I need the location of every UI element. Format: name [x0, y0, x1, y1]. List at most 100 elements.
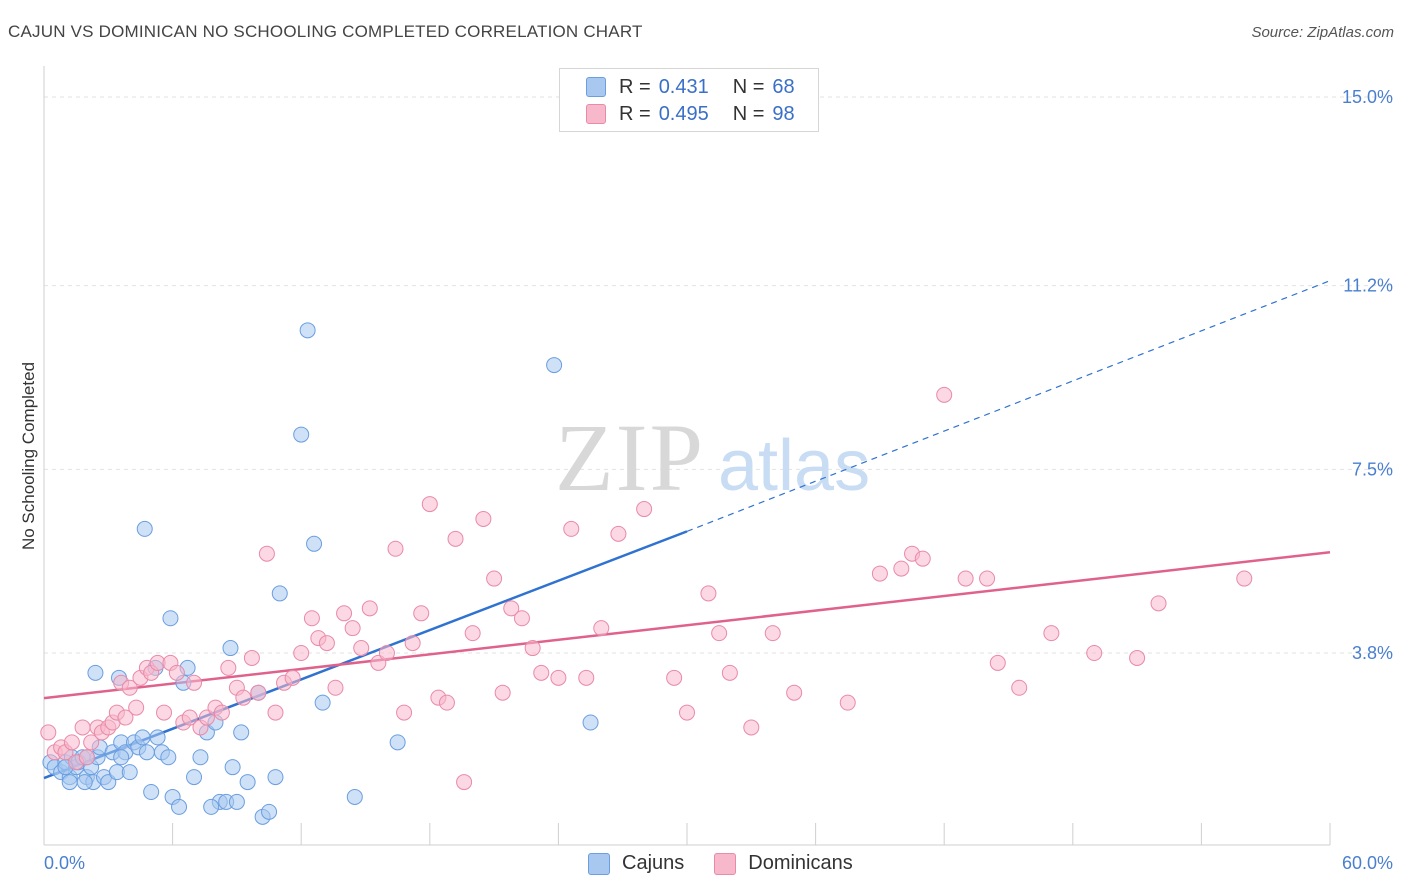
legend-r-value: 0.431	[658, 75, 709, 98]
legend-r-label: R =	[619, 75, 651, 98]
y-tick-label: 15.0%	[1342, 87, 1393, 107]
cajun-point	[113, 749, 130, 766]
trend-lines	[43, 280, 1331, 780]
dominican-point	[513, 610, 530, 627]
dominican-trend-line	[43, 550, 1331, 700]
dominican-point	[396, 704, 413, 721]
dominican-point	[63, 734, 80, 751]
dominican-point	[743, 719, 760, 736]
dominican-point	[258, 545, 275, 562]
dominican-point	[413, 605, 430, 622]
dominican-point	[721, 664, 738, 681]
dominican-point	[250, 684, 267, 701]
dominican-point	[456, 774, 473, 791]
cajun-point	[186, 769, 203, 786]
dominican-point	[486, 570, 503, 587]
dominican-point	[243, 649, 260, 666]
cajuns-label: Cajuns	[622, 852, 685, 874]
dominican-point	[786, 684, 803, 701]
cajun-point	[314, 694, 331, 711]
watermark-atlas: atlas	[718, 426, 870, 506]
dominican-point	[494, 684, 511, 701]
gridlines	[44, 96, 1395, 654]
cajun-point	[121, 764, 138, 781]
dominican-point	[404, 635, 421, 652]
cajun-point	[224, 759, 241, 776]
dominican-point	[318, 635, 335, 652]
dominican-point	[378, 645, 395, 661]
legend-n-label: N =	[732, 75, 765, 98]
x-tick-label: 0.0%	[44, 853, 85, 873]
dominican-point	[533, 664, 550, 681]
cajun-point	[228, 793, 245, 810]
cajun-point	[87, 664, 104, 681]
dominican-point	[438, 694, 455, 711]
cajun-point	[143, 784, 160, 800]
watermark: ZIP atlas	[555, 404, 870, 511]
legend-r-label: R =	[619, 102, 651, 125]
dominican-point	[1236, 570, 1253, 587]
dominican-point	[914, 550, 931, 567]
dominican-point	[936, 386, 953, 403]
dominican-point	[128, 699, 145, 716]
dominican-point	[213, 704, 230, 721]
cajun-point	[136, 520, 153, 537]
dominican-point	[220, 659, 237, 676]
cajun-point	[267, 769, 284, 786]
cajun-point	[203, 798, 220, 815]
dominican-point	[839, 694, 856, 711]
cajun-point	[346, 788, 363, 805]
cajun-point	[192, 749, 209, 766]
source-label: Source: ZipAtlas.com	[1251, 24, 1394, 41]
cajun-point	[162, 610, 179, 627]
dominican-point	[353, 640, 370, 657]
dominican-point	[563, 520, 580, 537]
dominican-point	[421, 496, 438, 513]
cajun-point	[306, 535, 323, 552]
watermark-zip: ZIP	[555, 404, 705, 511]
dominican-point	[387, 540, 404, 557]
cajun-point	[149, 729, 166, 746]
dominican-point	[871, 565, 888, 582]
dominican-point	[550, 669, 567, 686]
dominican-point	[636, 501, 653, 518]
cajun-point	[76, 774, 93, 791]
dominican-point	[979, 570, 996, 587]
dominican-point	[168, 664, 185, 681]
dominican-point	[700, 585, 717, 602]
cajun-point	[582, 714, 599, 731]
cajun-point	[239, 774, 256, 791]
x-tick-label: 60.0%	[1342, 853, 1393, 873]
legend-n-value: 68	[772, 75, 795, 98]
dominican-point	[186, 674, 203, 691]
cajun-point	[299, 322, 316, 339]
dominican-point	[78, 749, 95, 766]
dominican-point	[1129, 649, 1146, 666]
legend-row-cajuns: R = 0.431 N = 68	[586, 74, 795, 100]
cajun-point	[222, 640, 239, 657]
legend-swatch-cajuns	[586, 77, 606, 97]
dominican-point	[666, 669, 683, 686]
dominican-point	[117, 709, 134, 726]
dominican-point	[503, 600, 520, 617]
legend: R = 0.431 N = 68 R = 0.495 N = 98	[559, 68, 819, 132]
dominican-point	[711, 625, 728, 642]
dominican-point	[303, 610, 320, 627]
dominican-point	[327, 679, 344, 696]
legend-item-cajuns[interactable]: Cajuns	[588, 852, 684, 875]
dominican-point	[1086, 645, 1103, 661]
dominican-point	[593, 620, 610, 637]
dominican-point	[121, 679, 138, 696]
y-tick-label: 7.5%	[1352, 459, 1393, 479]
cajun-point	[271, 585, 288, 602]
legend-item-dominicans[interactable]: Dominicans	[714, 852, 853, 875]
dominican-point	[40, 724, 57, 741]
y-tick-label: 11.2%	[1343, 276, 1393, 296]
cajun-point	[233, 724, 250, 741]
dominican-point	[284, 669, 301, 686]
dominican-point	[893, 560, 910, 577]
dominican-point	[447, 530, 464, 547]
cajuns-swatch	[588, 852, 610, 875]
dominicans-swatch	[714, 852, 737, 875]
dominican-point	[156, 704, 173, 721]
